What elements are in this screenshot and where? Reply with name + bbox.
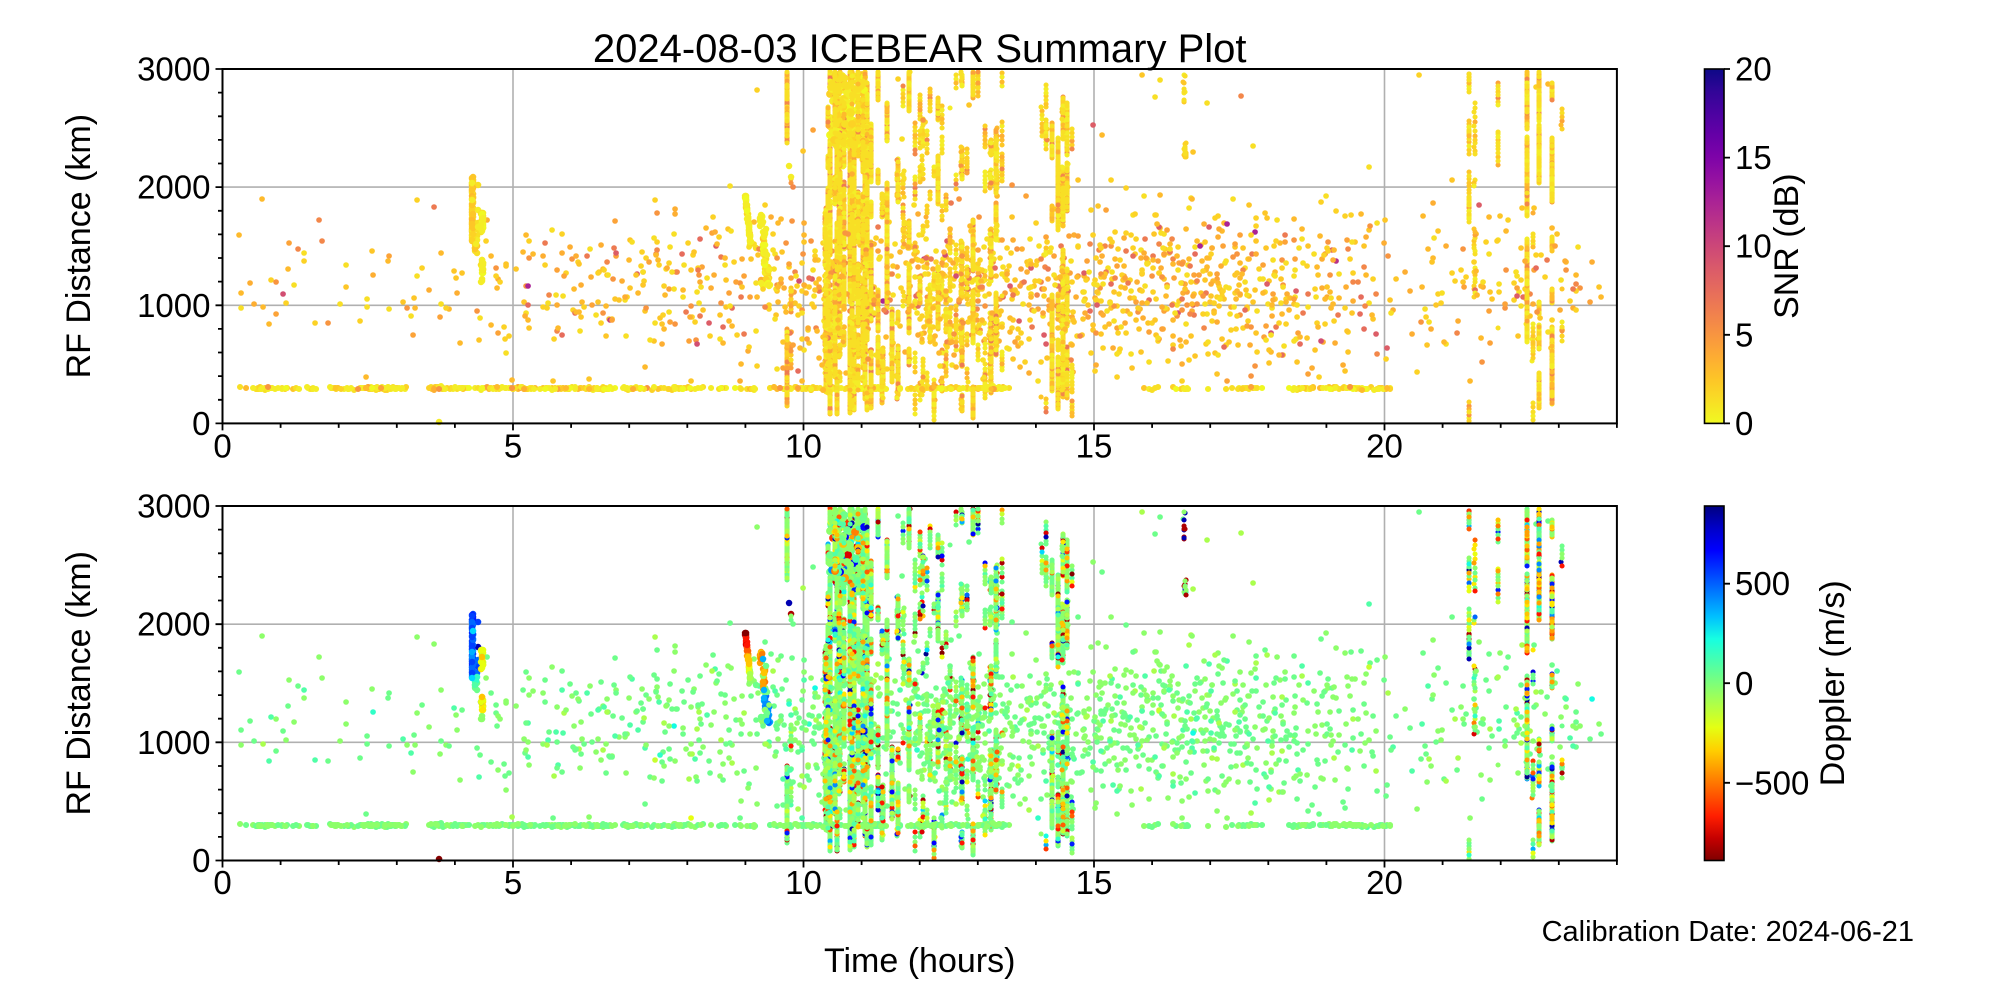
svg-text:2000: 2000 (137, 606, 210, 643)
svg-text:0: 0 (1735, 405, 1753, 442)
svg-text:10: 10 (785, 864, 822, 901)
svg-text:Calibration Date: 2024-06-21: Calibration Date: 2024-06-21 (1542, 916, 1914, 948)
svg-text:15: 15 (1076, 428, 1113, 465)
svg-text:10: 10 (785, 428, 822, 465)
svg-text:0: 0 (213, 428, 231, 465)
svg-text:2000: 2000 (137, 169, 210, 206)
svg-text:Doppler (m/s): Doppler (m/s) (1814, 580, 1852, 786)
svg-text:5: 5 (1735, 316, 1753, 353)
svg-text:1000: 1000 (137, 724, 210, 761)
svg-text:0: 0 (192, 405, 210, 442)
svg-text:0: 0 (1735, 665, 1753, 702)
svg-text:3000: 3000 (137, 488, 210, 525)
svg-text:20: 20 (1735, 51, 1772, 88)
svg-text:0: 0 (213, 864, 231, 901)
svg-text:15: 15 (1735, 139, 1772, 176)
svg-text:SNR (dB): SNR (dB) (1768, 173, 1806, 318)
svg-text:RF Distance (km): RF Distance (km) (60, 114, 98, 378)
svg-text:3000: 3000 (137, 51, 210, 88)
svg-text:5: 5 (504, 428, 522, 465)
svg-text:10: 10 (1735, 228, 1772, 265)
svg-text:−500: −500 (1735, 764, 1809, 801)
svg-text:20: 20 (1366, 864, 1403, 901)
svg-text:RF Distance (km): RF Distance (km) (60, 551, 98, 815)
svg-text:Time (hours): Time (hours) (824, 942, 1015, 980)
svg-text:5: 5 (504, 864, 522, 901)
svg-text:15: 15 (1076, 864, 1113, 901)
svg-text:2024-08-03 ICEBEAR Summary Plo: 2024-08-03 ICEBEAR Summary Plot (593, 27, 1247, 71)
svg-text:0: 0 (192, 842, 210, 879)
svg-text:1000: 1000 (137, 287, 210, 324)
svg-text:500: 500 (1735, 565, 1790, 602)
svg-text:20: 20 (1366, 428, 1403, 465)
